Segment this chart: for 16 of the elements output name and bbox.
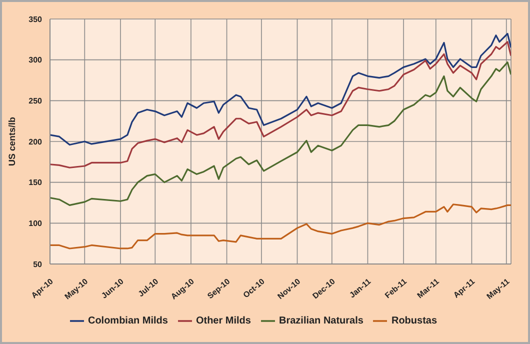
y-tick-label: 100 <box>28 219 43 228</box>
line-series <box>50 204 511 250</box>
line-series <box>50 61 511 206</box>
legend-label: Robustas <box>391 316 438 327</box>
y-tick-label: 50 <box>33 260 43 269</box>
legend-label: Brazilian Naturals <box>278 316 364 327</box>
y-tick-label: 350 <box>28 14 43 24</box>
y-tick-label: 150 <box>28 178 43 188</box>
legend-label: Other Milds <box>196 316 251 327</box>
y-tick-label: 200 <box>28 137 43 146</box>
line-series <box>50 41 511 168</box>
legend-label: Colombian Milds <box>88 316 168 327</box>
y-axis-title: US cents/lb <box>7 116 18 166</box>
line-series <box>50 32 511 146</box>
y-tick-label: 300 <box>28 56 43 65</box>
y-tick-label: 250 <box>28 96 43 106</box>
